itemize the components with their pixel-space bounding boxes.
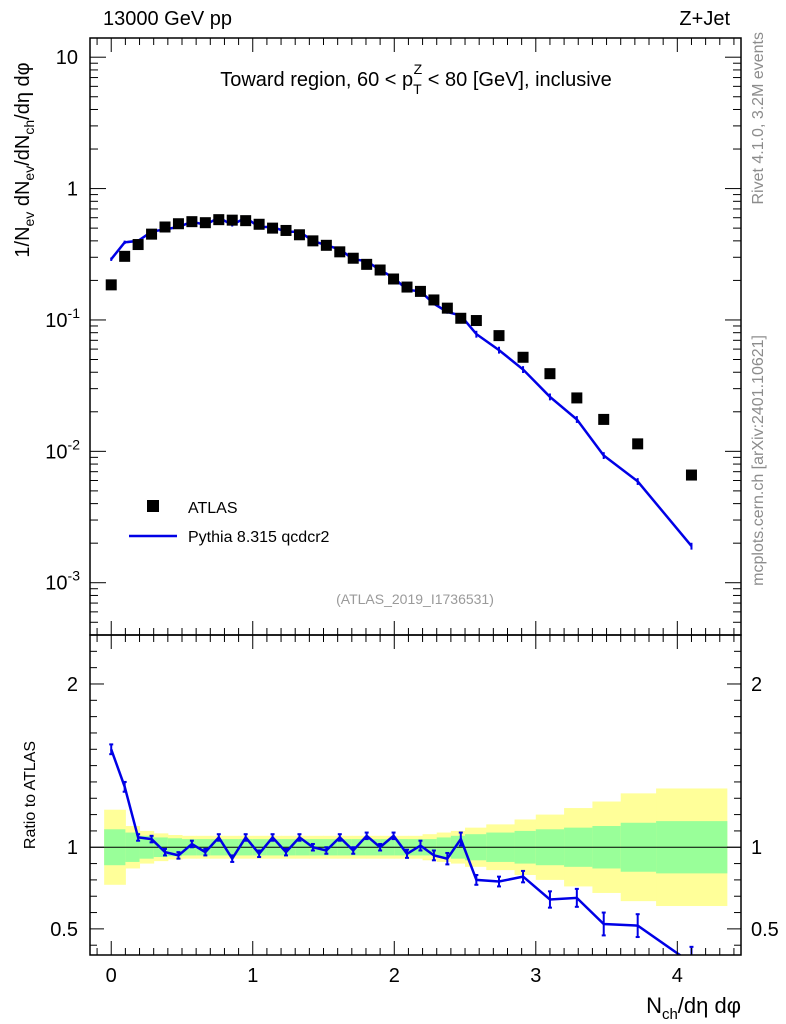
atlas-data-point (226, 214, 238, 226)
atlas-data-point (267, 222, 279, 234)
atlas-data-point (347, 252, 359, 264)
ratio-y-tick-label-left: 2 (67, 674, 78, 696)
atlas-data-point (470, 315, 482, 327)
ratio-y-tick-label-right: 0.5 (751, 919, 779, 941)
atlas-data-point (544, 368, 556, 380)
chart-title-sup: Z (414, 61, 423, 77)
main-y-tick-label: 10-1 (45, 305, 80, 332)
legend: ATLAS Pythia 8.315 qcdcr2 (129, 500, 330, 546)
atlas-data-point (186, 216, 198, 228)
reference-label: (ATLAS_2019_I1736531) (336, 591, 494, 607)
x-tick-label: 2 (389, 965, 400, 987)
x-axis-label: Nch/dη dφ (646, 993, 741, 1023)
atlas-data-point (240, 215, 252, 227)
atlas-data-point (455, 312, 467, 324)
atlas-data-point (493, 330, 505, 342)
atlas-data-point (401, 281, 413, 293)
process-label: Z+Jet (679, 8, 730, 30)
atlas-data-point (517, 351, 529, 363)
pythia-series-line (110, 216, 693, 547)
energy-label: 13000 GeV pp (103, 8, 232, 30)
ratio-frame (89, 634, 742, 956)
atlas-data-point (146, 228, 158, 240)
atlas-data-point (293, 229, 305, 241)
atlas-data-point (213, 214, 225, 226)
atlas-data-point (571, 392, 583, 404)
atlas-data-point (199, 217, 211, 229)
ratio-content (90, 743, 741, 955)
chart-title-post: < 80 [GeV], inclusive (422, 69, 612, 91)
main-y-tick-label: 10-2 (45, 436, 80, 463)
atlas-data-point (414, 285, 426, 297)
atlas-data-point (441, 302, 453, 314)
atlas-data-point (334, 246, 346, 258)
atlas-data-point (172, 218, 184, 230)
atlas-data-point (685, 469, 697, 481)
ratio-y-tick-label-left: 1 (67, 837, 78, 859)
atlas-data-point (320, 239, 332, 251)
ratio-y-tick-label-right: 1 (751, 837, 762, 859)
ratio-panel: 2 2 1 1 0.5 0.5 0 1 2 3 4 (50, 634, 779, 987)
atlas-data-point (307, 235, 319, 247)
atlas-data-point (374, 264, 386, 276)
main-y-axis-label: 1/Nev dNev/dNch/dη dφ (12, 62, 37, 257)
main-panel: 10 1 10-1 10-2 10-3 (45, 37, 742, 636)
atlas-data-point (598, 413, 610, 425)
atlas-data-point (159, 221, 171, 233)
atlas-data-point (361, 258, 373, 270)
ratio-y-axis-label: Ratio to ATLAS (22, 741, 39, 849)
chart-title-sub: T (413, 81, 422, 97)
main-y-tick-label: 1 (67, 179, 78, 201)
legend-label-pythia: Pythia 8.315 qcdcr2 (188, 529, 330, 546)
atlas-data-point (280, 224, 292, 236)
atlas-data-point (632, 438, 644, 450)
atlas-data-point (388, 273, 400, 285)
legend-marker-atlas (147, 500, 159, 512)
rivet-label: Rivet 4.1.0, 3.2M events (750, 32, 767, 205)
legend-label-atlas: ATLAS (188, 500, 238, 517)
x-tick-label: 4 (672, 965, 683, 987)
chart-title-pre: Toward region, 60 < p (220, 69, 413, 91)
atlas-data-point (253, 218, 265, 230)
mcplots-label: mcplots.cern.ch [arXiv:2401.10621] (750, 335, 767, 586)
main-y-tick-label: 10-3 (45, 568, 80, 595)
ratio-y-tick-label-left: 0.5 (50, 919, 78, 941)
x-tick-label: 0 (106, 965, 117, 987)
main-y-tick-label: 10 (56, 47, 78, 69)
atlas-data-point (132, 239, 144, 251)
atlas-data-point (119, 250, 131, 262)
chart-title: Toward region, 60 < pTZ < 80 [GeV], incl… (220, 61, 612, 97)
atlas-data-point (428, 294, 440, 306)
x-tick-label: 1 (247, 965, 258, 987)
x-tick-label: 3 (530, 965, 541, 987)
ratio-y-tick-label-right: 2 (751, 674, 762, 696)
atlas-data-point (105, 279, 117, 291)
